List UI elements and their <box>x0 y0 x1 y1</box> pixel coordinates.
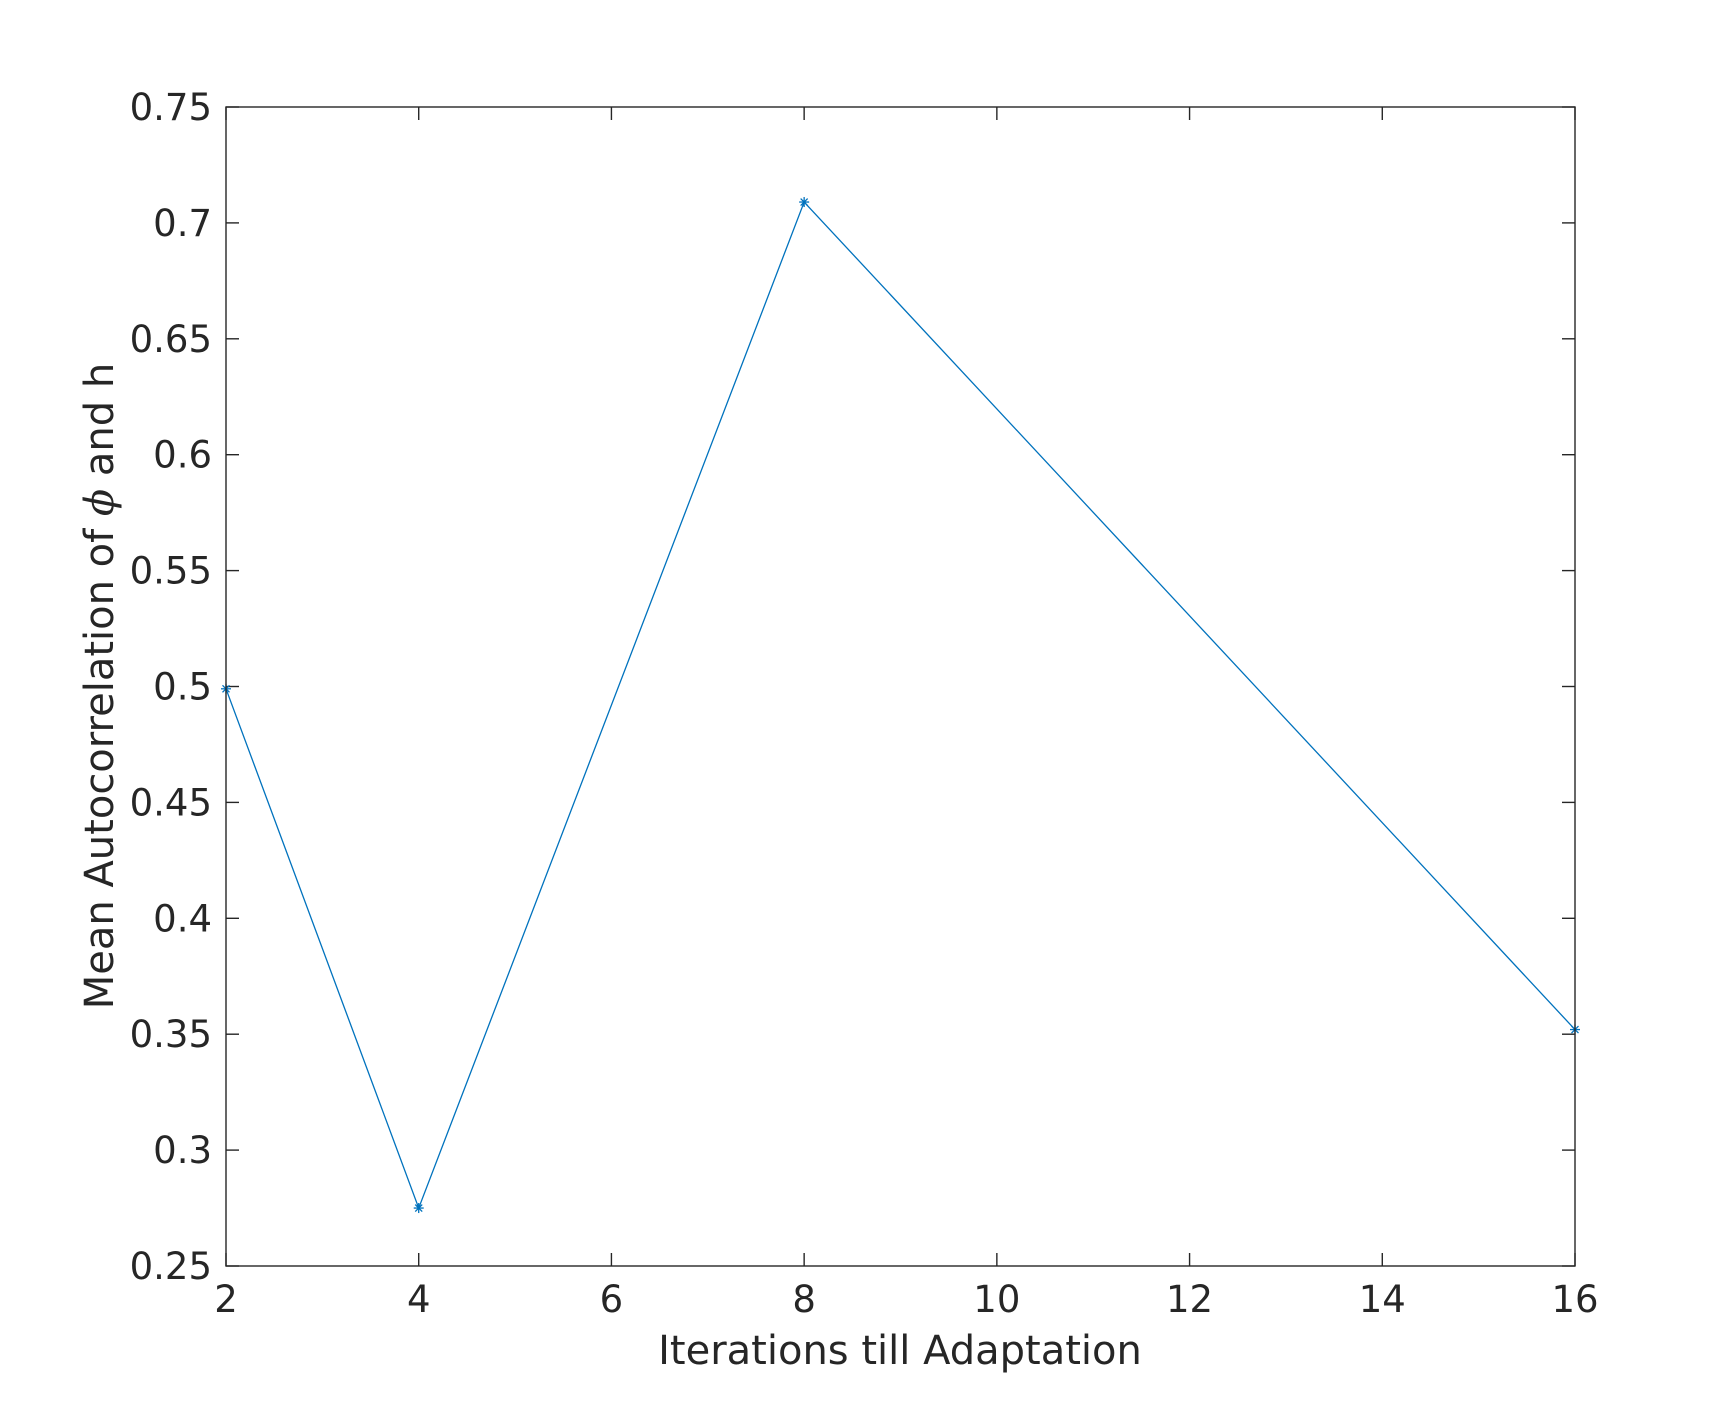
y-tick-label: 0.5 <box>153 666 212 709</box>
x-tick-label: 4 <box>407 1278 431 1321</box>
y-tick-label: 0.4 <box>153 897 212 940</box>
axes-box <box>225 106 1576 1267</box>
x-tick-label: 10 <box>973 1278 1020 1321</box>
y-tick-label: 0.55 <box>130 550 212 593</box>
x-axis-label: Iterations till Adaptation <box>658 1328 1142 1374</box>
data-point <box>413 1203 424 1214</box>
y-tick-label: 0.65 <box>130 318 212 361</box>
y-tick-label: 0.75 <box>130 86 212 129</box>
y-axis-label: Mean Autocorrelation of ϕ and h <box>77 363 123 1010</box>
y-tick-label: 0.7 <box>153 202 212 245</box>
series-line <box>225 200 1576 1210</box>
y-tick-labels: 0.25 0.3 0.35 0.4 0.45 0.5 0.55 0.6 0.65 0.7 0.75 <box>130 86 212 1288</box>
y-axis-label-symbol: ϕ <box>77 489 123 516</box>
x-tick-label: 8 <box>792 1278 816 1321</box>
y-tick-label: 0.3 <box>153 1129 212 1172</box>
y-axis-label-prefix: Mean Autocorrelation of <box>77 516 123 1009</box>
x-tick-label: 14 <box>1359 1278 1406 1321</box>
x-tick-label: 12 <box>1166 1278 1213 1321</box>
plot-area <box>226 107 1575 1266</box>
y-axis-label-suffix: and h <box>77 363 123 489</box>
y-tick-label: 0.6 <box>153 434 212 477</box>
y-tick-label: 0.25 <box>130 1245 212 1288</box>
x-tick-labels: 2 4 6 8 10 12 14 16 <box>214 1278 1598 1321</box>
x-tick-label: 2 <box>214 1278 238 1321</box>
x-tick-label: 6 <box>600 1278 624 1321</box>
y-tick-label: 0.45 <box>130 781 212 824</box>
x-tick-label: 16 <box>1551 1278 1598 1321</box>
y-tick-label: 0.35 <box>130 1013 212 1056</box>
data-point <box>799 197 810 208</box>
